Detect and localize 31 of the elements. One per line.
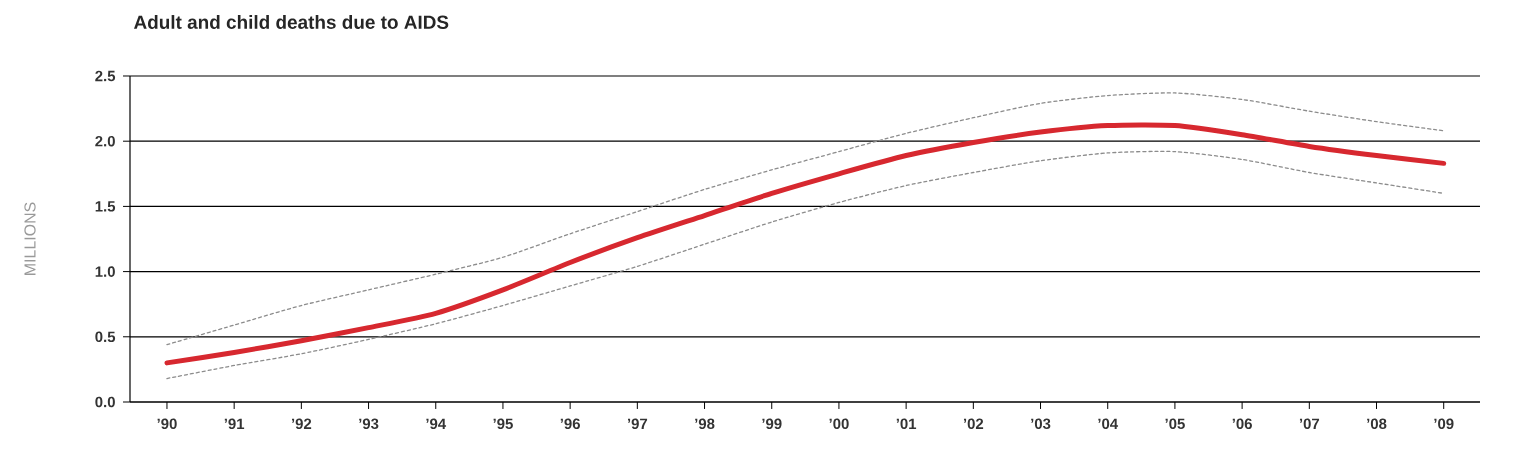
chart-title: Adult and child deaths due to AIDS [133,15,449,29]
x-tick-label: ’99 [762,418,782,430]
x-tick-label: ’08 [1367,418,1387,430]
x-tick-label: ’06 [1232,418,1252,430]
y-tick-label: 0.5 [95,331,116,343]
x-tick-label: ’91 [224,418,245,430]
y-tick-label: 0.0 [95,396,115,408]
x-tick-label: ’02 [963,418,984,430]
line-series [166,92,1445,346]
x-tick-label: ’05 [1165,418,1185,430]
x-tick-label: ’98 [695,418,715,430]
x-tick-label: ’00 [829,418,849,430]
y-axis-title: MILLIONS [24,202,36,275]
y-tick-label: 2.5 [95,70,116,82]
x-tick-label: ’04 [1098,418,1119,430]
x-tick-label: ’94 [426,418,447,430]
x-tick-label: ’97 [627,418,648,430]
line-series [166,150,1445,380]
x-tick-label: ’95 [493,418,513,430]
x-tick-label: ’03 [1031,418,1051,430]
x-tick-label: ’90 [157,418,177,430]
x-tick-label: ’92 [291,418,312,430]
line-series [164,122,1447,366]
x-tick-label: ’07 [1299,418,1320,430]
x-tick-label: ’93 [359,418,379,430]
y-tick-label: 1.5 [95,201,116,212]
y-tick-label: 1.0 [95,266,115,277]
x-tick-label: ’96 [560,418,580,430]
x-tick-label: ’01 [896,418,917,430]
y-tick-label: 2.0 [95,135,115,147]
x-tick-label: ’09 [1434,418,1454,430]
